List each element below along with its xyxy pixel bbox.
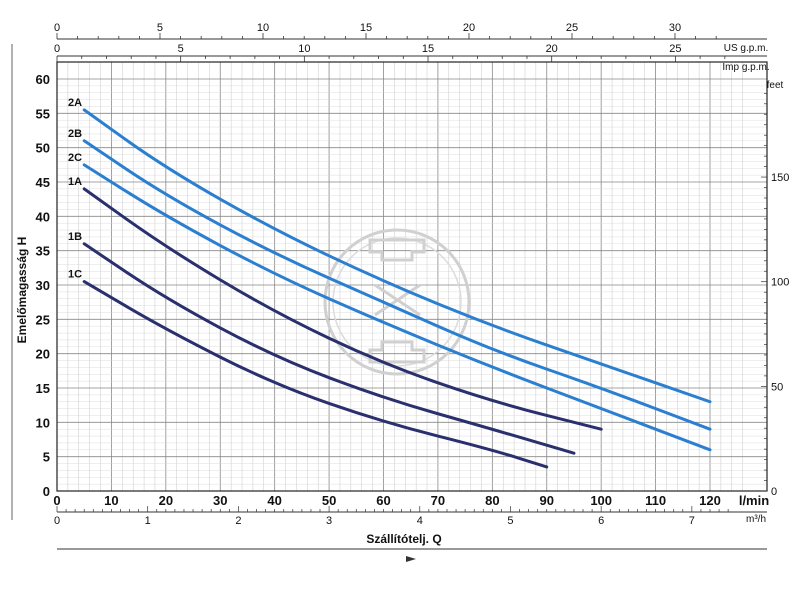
usgpm-tick-label: 10 [257, 22, 269, 34]
m3h-tick-label: 1 [145, 515, 151, 527]
y-tick-label: 0 [43, 484, 50, 499]
feet-unit-label: feet [767, 80, 784, 91]
series [82, 108, 712, 469]
impgpm-tick-label: 0 [54, 43, 60, 55]
tick-labels: 0 5 10 15 20 25 300 5 10 15 20 250 10 20 30 40 50 60 70 80 9… [36, 22, 790, 527]
impgpm-unit-label: Imp g.p.m. [722, 62, 769, 73]
series-label-1c: 1C [68, 269, 82, 281]
feet-tick-label: 0 [771, 486, 777, 498]
m3h-unit-label: m³/h [746, 514, 766, 525]
flow-direction-arrow [406, 556, 416, 562]
usgpm-tick-label: 25 [566, 22, 578, 34]
grid [56, 62, 767, 492]
feet-tick-label: 50 [771, 381, 783, 393]
impgpm-tick-label: 20 [546, 43, 558, 55]
x-tick-label: 30 [213, 493, 227, 508]
m3h-tick-label: 5 [507, 515, 513, 527]
series-line-1c [82, 280, 549, 469]
x-tick-label: 100 [590, 493, 612, 508]
series-line-1a [82, 187, 603, 431]
y-tick-label: 60 [36, 72, 50, 87]
usgpm-unit-label: US g.p.m. [724, 43, 768, 54]
x-tick-label: 40 [267, 493, 281, 508]
x-tick-label: 50 [322, 493, 336, 508]
impgpm-tick-label: 10 [298, 43, 310, 55]
x-tick-label: 90 [540, 493, 554, 508]
usgpm-tick-label: 0 [54, 22, 60, 34]
x-tick-label: 10 [104, 493, 118, 508]
m3h-tick-label: 0 [54, 515, 60, 527]
y-tick-label: 5 [43, 450, 50, 465]
series-label-1b: 1B [68, 231, 82, 243]
x-unit-label: l/min [739, 493, 769, 508]
y-axis-title: Emelőmagasság H [15, 237, 29, 344]
series-line-2a [82, 108, 712, 404]
usgpm-tick-label: 15 [360, 22, 372, 34]
y-tick-label: 30 [36, 278, 50, 293]
usgpm-tick-label: 5 [157, 22, 163, 34]
watermark-glyph [368, 238, 426, 364]
watermark-ring [323, 228, 471, 376]
y-tick-label: 40 [36, 209, 50, 224]
usgpm-tick-label: 20 [463, 22, 475, 34]
impgpm-tick-label: 25 [669, 43, 681, 55]
series-label-2a: 2A [68, 97, 82, 109]
m3h-tick-label: 2 [235, 515, 241, 527]
y-tick-label: 35 [36, 244, 50, 259]
series-line-1b [82, 242, 576, 455]
x-tick-label: 20 [159, 493, 173, 508]
x-tick-label: 60 [376, 493, 390, 508]
axes [11, 33, 768, 562]
usgpm-tick-label: 30 [669, 22, 681, 34]
y-tick-label: 20 [36, 347, 50, 362]
y-tick-label: 10 [36, 415, 50, 430]
series-label-2c: 2C [68, 152, 82, 164]
y-tick-label: 55 [36, 106, 50, 121]
x-tick-label: 70 [431, 493, 445, 508]
impgpm-tick-label: 5 [178, 43, 184, 55]
m3h-tick-label: 3 [326, 515, 332, 527]
x-tick-label: 110 [645, 493, 666, 508]
feet-tick-label: 150 [771, 172, 789, 184]
y-tick-label: 50 [36, 141, 50, 156]
m3h-tick-label: 4 [417, 515, 423, 527]
watermark-logo [323, 228, 471, 376]
y-tick-label: 45 [36, 175, 50, 190]
x-axis-title: Szállítótelj. Q [366, 532, 441, 546]
series-label-1a: 1A [68, 176, 82, 188]
x-tick-label: 120 [699, 493, 721, 508]
m3h-tick-label: 6 [598, 515, 604, 527]
impgpm-tick-label: 15 [422, 43, 434, 55]
series-label-2b: 2B [68, 128, 82, 140]
x-tick-label: 80 [485, 493, 499, 508]
m3h-tick-label: 7 [689, 515, 695, 527]
series-line-2b [82, 139, 712, 431]
series-line-2c [82, 163, 712, 452]
x-tick-label: 0 [53, 493, 60, 508]
feet-tick-label: 100 [771, 277, 789, 289]
y-tick-label: 25 [36, 312, 50, 327]
y-tick-label: 15 [36, 381, 50, 396]
plot-frame [56, 61, 768, 492]
